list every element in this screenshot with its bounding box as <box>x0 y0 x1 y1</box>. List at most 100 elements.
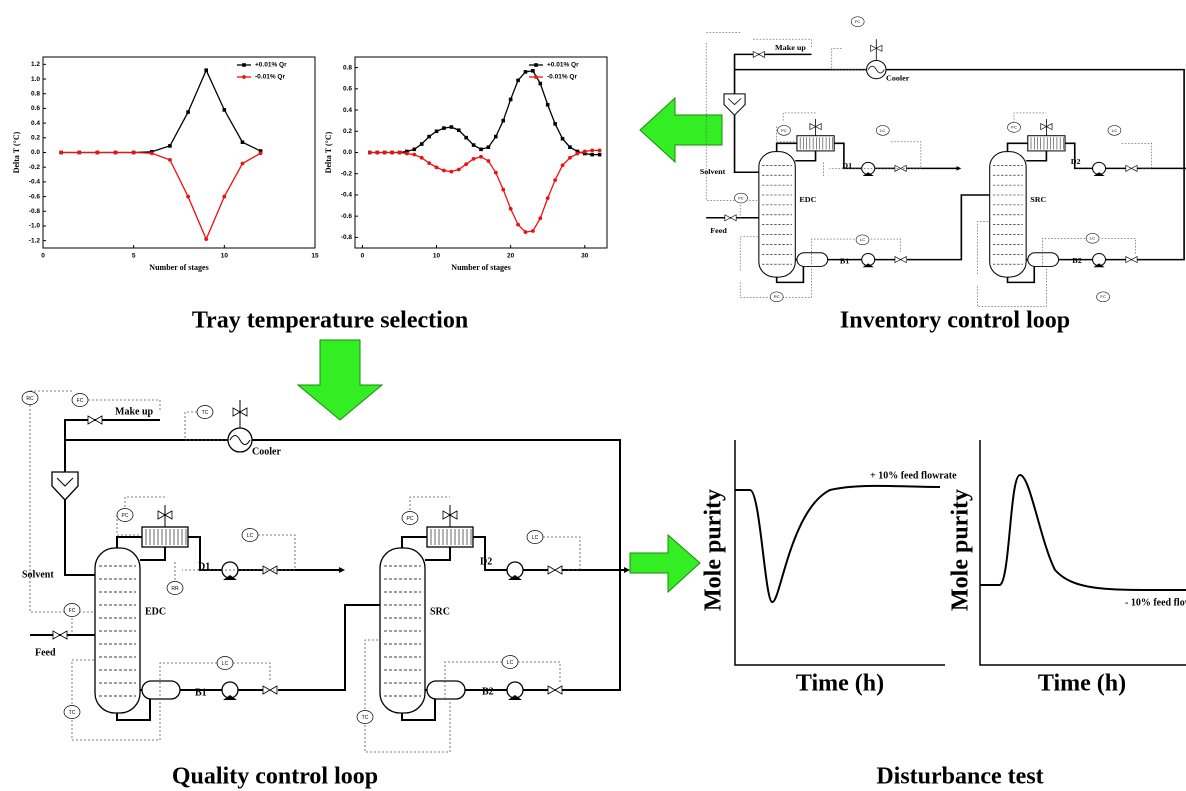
signal-line <box>88 399 161 412</box>
point <box>523 230 528 234</box>
stream-label: SRC <box>430 606 450 617</box>
solvent-line <box>733 115 759 173</box>
legend-label: +0.01% Qr <box>255 62 287 69</box>
point <box>479 154 483 159</box>
stream-label: Make up <box>775 43 806 52</box>
valve <box>547 565 563 575</box>
point <box>530 229 535 233</box>
controller-tag: RC <box>774 294 780 299</box>
valve <box>157 510 173 520</box>
signal-line <box>159 662 217 700</box>
point <box>390 150 394 155</box>
controller <box>501 655 519 669</box>
stream-label: Solvent <box>22 569 54 580</box>
point <box>538 216 543 221</box>
reboiler-line <box>1006 258 1036 284</box>
valve <box>262 685 278 695</box>
point <box>568 155 572 160</box>
legend-marker <box>242 75 246 79</box>
controller-tag: FC <box>77 398 84 404</box>
point <box>240 140 245 145</box>
controller <box>63 705 81 719</box>
point <box>77 150 82 155</box>
reboiler <box>426 680 466 700</box>
signal-line <box>829 141 922 169</box>
column <box>758 151 796 278</box>
reboiler-line <box>116 689 151 721</box>
stream-label: B2 <box>1072 256 1082 265</box>
interconnect <box>907 194 990 261</box>
stream-label: Cooler <box>886 74 910 83</box>
stream-label: D2 <box>480 556 492 567</box>
point <box>427 161 432 166</box>
valve <box>87 415 103 425</box>
point <box>186 194 190 199</box>
axes <box>734 440 945 666</box>
point <box>590 148 595 153</box>
point <box>494 134 498 139</box>
y-axis-title: Delta T (°C) <box>324 131 333 173</box>
distillate-line <box>473 536 507 571</box>
y-tick-label: -0.8 <box>29 208 41 215</box>
legend-label: -0.01% Qr <box>255 74 285 81</box>
point <box>419 142 424 146</box>
point <box>258 151 263 156</box>
controller <box>63 603 81 617</box>
point <box>186 110 190 114</box>
stream-label: EDC <box>799 195 816 204</box>
controller <box>196 405 214 419</box>
caption: Quality control loop <box>172 764 378 790</box>
y-tick-label: -0.4 <box>341 192 353 199</box>
x-axis-title: Time (h) <box>796 671 884 697</box>
point <box>442 168 446 173</box>
controller-tag: PC <box>781 128 787 133</box>
controller-tag: LC <box>532 535 539 541</box>
series-line <box>369 149 600 233</box>
signal-line <box>1042 238 1089 268</box>
point <box>131 150 136 155</box>
reboiler-line <box>775 258 805 284</box>
point <box>434 165 439 170</box>
y-tick-label: 0.2 <box>343 128 352 135</box>
signal-line <box>1013 112 1047 123</box>
stream-label: Feed <box>710 226 727 235</box>
point <box>449 169 454 174</box>
controller <box>734 192 748 204</box>
stream-label: B1 <box>195 687 207 698</box>
stream-label: EDC <box>145 606 166 617</box>
reflux-line <box>425 547 451 561</box>
controller-tag: TC <box>362 715 369 721</box>
y-tick-label: 0.8 <box>31 90 40 97</box>
signal-line <box>811 238 858 268</box>
stream-label: Make up <box>115 406 154 417</box>
y-tick-label: -0.4 <box>29 179 41 186</box>
left-arrow <box>639 96 723 164</box>
controller-tag: TC <box>202 410 209 416</box>
point <box>95 150 100 155</box>
point <box>382 150 387 155</box>
y-tick-label: -0.2 <box>29 164 41 171</box>
controller <box>1085 233 1100 244</box>
controller-tag: PC <box>1011 125 1017 130</box>
pump-base <box>508 575 522 580</box>
signal-line <box>1121 143 1153 169</box>
signal-line <box>116 515 142 536</box>
controller <box>356 710 374 724</box>
x-tick-label: 10 <box>433 253 441 260</box>
point <box>553 178 558 182</box>
point <box>204 68 208 73</box>
condenser <box>796 135 835 152</box>
vapor-line <box>1006 142 1028 152</box>
controller <box>116 508 134 522</box>
controller <box>1007 122 1021 133</box>
signal-line <box>518 661 561 682</box>
valve <box>442 510 458 520</box>
controller <box>850 16 865 27</box>
controller-tag: LC <box>507 660 514 666</box>
legend-label: -0.01% Qr <box>547 74 577 81</box>
controller-tag: LC <box>880 128 885 133</box>
point <box>582 149 587 154</box>
signal-line <box>29 405 95 613</box>
point <box>501 187 506 192</box>
vapor-line <box>775 142 797 152</box>
